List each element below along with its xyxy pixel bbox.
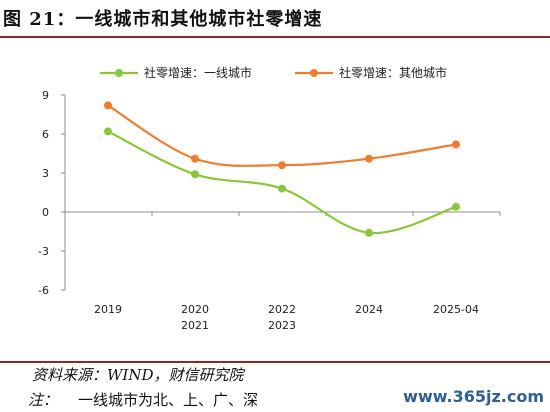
- data-point: [278, 184, 286, 193]
- footnote: 注： 一线城市为北、上、广、深: [28, 389, 258, 410]
- data-point: [104, 101, 112, 110]
- figure-title: 图 21：一线城市和其他城市社零增速: [3, 9, 323, 30]
- y-axis: 9 6 3 0 -3 -6: [38, 89, 66, 297]
- footnote-text: 一线城市为北、上、广、深: [78, 391, 259, 409]
- x-tick-label: 2025-04: [433, 303, 479, 316]
- legend-label: 社零增速：其他城市: [339, 65, 447, 80]
- footnote-label: 注：: [28, 391, 59, 409]
- source-note: 资料来源：WIND，财信研究院: [32, 366, 244, 384]
- legend-label: 社零增速：一线城市: [144, 65, 252, 80]
- y-tick-label: 9: [42, 89, 49, 102]
- data-point: [452, 202, 460, 211]
- line-chart: 社零增速：一线城市 社零增速：其他城市 9 6 3 0 -3 -6 2019 2020 2021…: [38, 65, 501, 332]
- watermark: www.365jz.com: [403, 387, 544, 406]
- data-point: [191, 170, 199, 179]
- x-tick-label: 2023: [268, 319, 296, 332]
- x-tick-label: 2019: [94, 303, 122, 316]
- data-point: [278, 161, 286, 170]
- legend-swatch-marker: [115, 69, 123, 77]
- y-tick-label: 0: [42, 206, 49, 219]
- x-tick-label: 2024: [355, 303, 383, 316]
- series-line: [107, 130, 457, 235]
- data-point: [104, 127, 112, 136]
- data-point: [191, 154, 199, 163]
- legend-swatch-marker: [310, 69, 318, 77]
- x-tick-label: 2022: [268, 303, 296, 316]
- x-tick-label: 2021: [181, 319, 209, 332]
- data-point: [452, 140, 460, 149]
- y-tick-label: 3: [42, 167, 49, 180]
- y-tick-label: 6: [42, 128, 49, 141]
- data-point: [365, 228, 373, 237]
- y-tick-label: -3: [38, 245, 49, 258]
- series-other-cities: [104, 101, 460, 170]
- series-tier1-cities: [104, 127, 460, 237]
- y-tick-label: -6: [38, 284, 49, 297]
- chart-legend: 社零增速：一线城市 社零增速：其他城市: [100, 65, 447, 80]
- title-rule: [0, 36, 550, 38]
- footer-rule: [0, 361, 550, 363]
- data-point: [365, 154, 373, 163]
- x-tick-label: 2020: [181, 303, 209, 316]
- x-axis: 2019 2020 2021 2022 2023 2024 2025-04: [64, 211, 501, 332]
- series-line: [107, 104, 457, 167]
- series-layer: [104, 101, 460, 237]
